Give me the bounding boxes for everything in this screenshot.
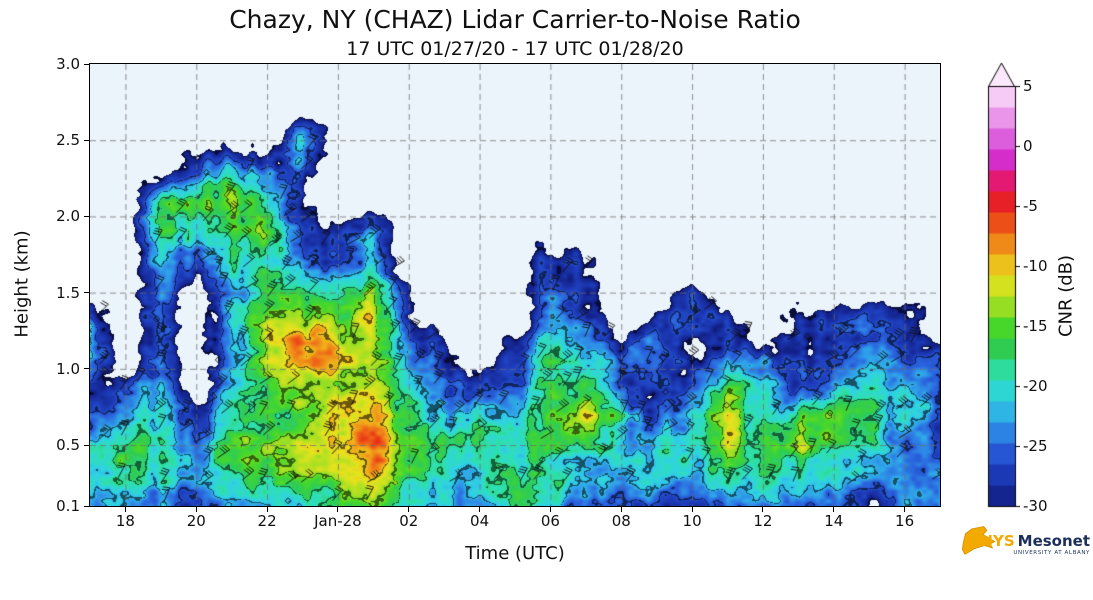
logo-tagline: UNIVERSITY AT ALBANY (1013, 550, 1090, 556)
colorbar-tick-label: -20 (1023, 377, 1048, 395)
y-tick-label: 2.0 (56, 207, 80, 226)
x-tick-label: 16 (895, 512, 915, 530)
x-tick-label: 20 (186, 512, 206, 530)
colorbar-tick-label: -25 (1023, 437, 1048, 455)
x-tick-label: 22 (257, 512, 277, 530)
y-tick-label: 2.5 (56, 131, 80, 150)
colorbar-label: CNR (dB) (1055, 254, 1077, 338)
x-tick-label: 12 (753, 512, 773, 530)
logo-nys-text: NYS (980, 532, 1015, 550)
x-tick-label: 08 (611, 512, 631, 530)
y-axis-label: Height (km) (11, 230, 33, 338)
colorbar-tick-label: -5 (1023, 197, 1038, 215)
cnr-heatmap-canvas (90, 64, 940, 506)
x-tick-label: 02 (399, 512, 419, 530)
y-tick-label: 1.0 (56, 359, 80, 378)
y-tick-label: 0.1 (56, 497, 80, 515)
y-tick-label: 0.5 (56, 436, 80, 455)
ny-state-path (961, 526, 996, 555)
colorbar (980, 60, 1020, 510)
chart-title: Chazy, NY (CHAZ) Lidar Carrier-to-Noise … (229, 5, 801, 34)
logo-text: NYS Mesonet UNIVERSITY AT ALBANY (980, 534, 1090, 557)
logo-name: NYS Mesonet (980, 534, 1090, 549)
logo-mesonet-text: Mesonet (1017, 532, 1090, 550)
x-tick-label: 04 (470, 512, 490, 530)
x-axis-label: Time (UTC) (465, 543, 565, 564)
y-tick-label: 3.0 (56, 55, 80, 73)
x-tick-label: 10 (682, 512, 702, 530)
colorbar-tick-label: 5 (1023, 77, 1033, 95)
y-tick-label: 1.5 (56, 283, 80, 302)
colorbar-tick-label: 0 (1023, 137, 1033, 155)
colorbar-tick-label: -10 (1023, 257, 1048, 275)
colorbar-tick-label: -15 (1023, 317, 1048, 335)
ny-state-shape-icon (961, 526, 996, 555)
nys-mesonet-logo: NYS Mesonet UNIVERSITY AT ALBANY (960, 514, 1090, 566)
x-tick-label: Jan-28 (314, 512, 362, 530)
x-tick-label: 06 (540, 512, 560, 530)
x-tick-label: 14 (824, 512, 844, 530)
plot-area (89, 63, 941, 507)
chart-subtitle: 17 UTC 01/27/20 - 17 UTC 01/28/20 (346, 38, 684, 60)
x-tick-label: 18 (115, 512, 135, 530)
colorbar-tick-label: -30 (1023, 497, 1048, 515)
